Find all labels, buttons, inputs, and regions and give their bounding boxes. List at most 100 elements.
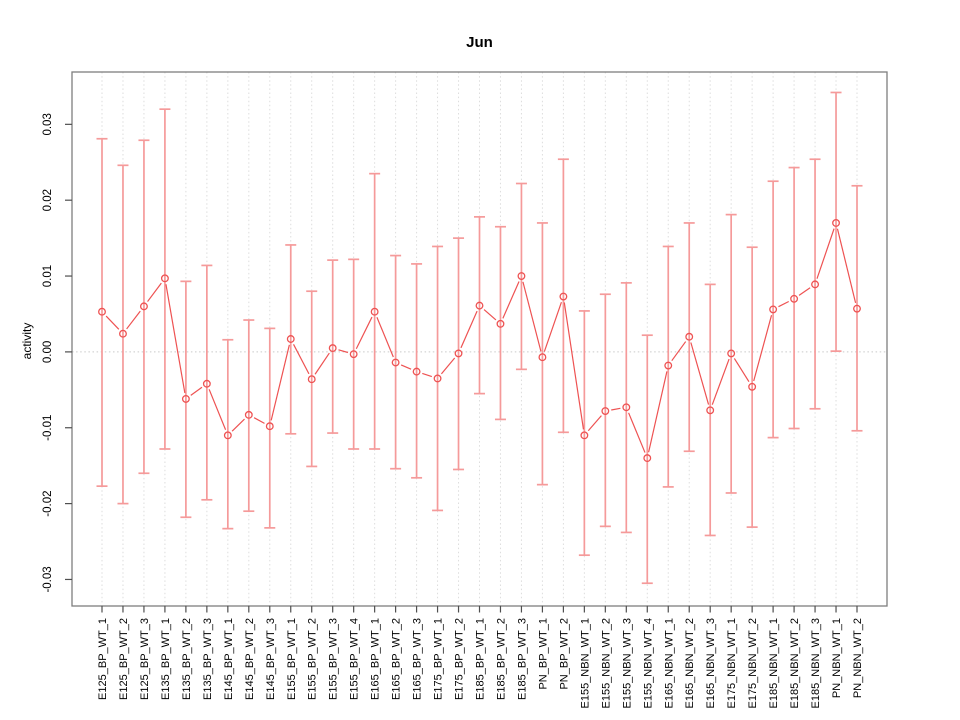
x-tick-label: PN_NBN_WT_2 — [852, 618, 864, 698]
x-tick-label: E145_BP_WT_1 — [223, 618, 235, 700]
y-tick-label: 0.02 — [42, 189, 54, 211]
series-segment — [355, 316, 373, 350]
data-point — [265, 422, 274, 431]
data-point — [643, 454, 652, 463]
x-tick-label: E165_BP_WT_3 — [412, 618, 424, 700]
series-segment — [483, 309, 497, 321]
x-tick-label: E145_BP_WT_3 — [265, 618, 277, 700]
x-tick-label: E185_NBN_WT_3 — [810, 618, 822, 709]
data-point — [685, 332, 694, 341]
series-segment — [126, 310, 141, 330]
x-tick-label: E175_BP_WT_2 — [454, 618, 466, 700]
data-point — [349, 350, 358, 359]
x-tick-label: E165_NBN_WT_1 — [663, 618, 675, 709]
series-segment — [778, 300, 790, 308]
data-point — [475, 301, 484, 310]
series-segment — [611, 407, 621, 411]
chart-title: Jun — [466, 34, 493, 51]
data-point — [139, 302, 148, 311]
y-tick-label: 0.00 — [42, 341, 54, 363]
x-tick-label: E175_NBN_WT_2 — [747, 618, 759, 709]
x-tick-label: E185_NBN_WT_2 — [789, 618, 801, 709]
data-point — [433, 374, 442, 383]
series-segment — [253, 417, 265, 424]
x-tick-label: PN_BP_WT_2 — [558, 618, 570, 690]
series-segment — [836, 228, 857, 303]
series-segment — [648, 371, 668, 453]
data-point — [391, 358, 400, 367]
x-tick-label: E185_NBN_WT_1 — [768, 618, 780, 709]
series-segment — [563, 302, 585, 430]
x-tick-label: E135_BP_WT_1 — [160, 618, 172, 700]
x-tick-label: E165_NBN_WT_3 — [705, 618, 717, 709]
series-segment — [422, 372, 433, 378]
x-tick-label: E125_BP_WT_3 — [139, 618, 151, 700]
series-segment — [816, 228, 835, 279]
x-tick-label: E155_NBN_WT_1 — [579, 618, 591, 709]
data-point — [853, 304, 861, 313]
x-tick-label: E175_BP_WT_1 — [433, 618, 445, 700]
series-segment — [292, 344, 310, 375]
series-segment — [314, 352, 330, 375]
series-segment — [522, 281, 542, 352]
data-point — [328, 344, 337, 353]
data-point — [307, 375, 316, 384]
series-segment — [543, 301, 562, 352]
y-tick-label: 0.01 — [42, 265, 54, 287]
data-point — [244, 410, 253, 419]
series-segment — [733, 358, 750, 383]
y-axis-title: activity — [20, 322, 34, 360]
data-point — [454, 349, 463, 358]
data-point — [832, 218, 840, 227]
y-tick-label: -0.03 — [42, 566, 54, 592]
data-point — [160, 274, 169, 283]
series-segment — [165, 284, 186, 394]
x-tick-label: E135_BP_WT_2 — [181, 618, 193, 700]
series-segment — [231, 418, 245, 432]
data-point — [119, 329, 127, 338]
x-tick-label: E155_BP_WT_3 — [328, 618, 340, 700]
x-tick-label: E165_BP_WT_2 — [391, 618, 403, 700]
x-tick-label: E185_BP_WT_2 — [495, 618, 507, 700]
data-point — [769, 305, 778, 314]
data-point — [370, 307, 379, 316]
data-point — [811, 280, 820, 289]
x-tick-label: E135_BP_WT_3 — [202, 618, 214, 700]
series-segment — [376, 317, 394, 358]
x-tick-label: E155_NBN_WT_4 — [642, 618, 654, 709]
x-tick-label: E165_NBN_WT_2 — [684, 618, 696, 709]
series-segment — [147, 282, 162, 302]
y-tick-label: 0.03 — [42, 113, 54, 135]
x-tick-label: E155_BP_WT_2 — [307, 618, 319, 700]
data-point — [622, 403, 631, 412]
series-segment — [628, 412, 646, 453]
x-tick-label: E125_BP_WT_1 — [97, 618, 109, 700]
x-tick-label: E165_BP_WT_1 — [370, 618, 382, 700]
data-point — [412, 367, 421, 376]
series-segment — [502, 281, 520, 319]
data-point — [706, 406, 715, 415]
data-point — [559, 292, 568, 301]
series-segment — [671, 341, 687, 362]
series-segment — [711, 358, 730, 405]
y-tick-label: -0.01 — [42, 415, 54, 441]
series-segment — [105, 315, 120, 330]
series-segment — [798, 287, 811, 296]
series-segment — [208, 389, 227, 431]
data-point — [202, 379, 211, 388]
series-segment — [440, 357, 456, 375]
series-segment — [190, 386, 203, 396]
x-tick-label: E185_BP_WT_3 — [516, 618, 528, 700]
series-segment — [460, 310, 478, 349]
data-point — [98, 307, 106, 316]
data-point — [664, 361, 673, 370]
data-point — [181, 394, 190, 403]
data-point — [496, 319, 505, 328]
x-tick-label: PN_NBN_WT_1 — [831, 618, 843, 698]
x-tick-label: E125_BP_WT_2 — [118, 618, 130, 700]
data-point — [580, 431, 589, 440]
series-segment — [270, 344, 290, 421]
x-tick-label: E145_BP_WT_2 — [244, 618, 256, 700]
